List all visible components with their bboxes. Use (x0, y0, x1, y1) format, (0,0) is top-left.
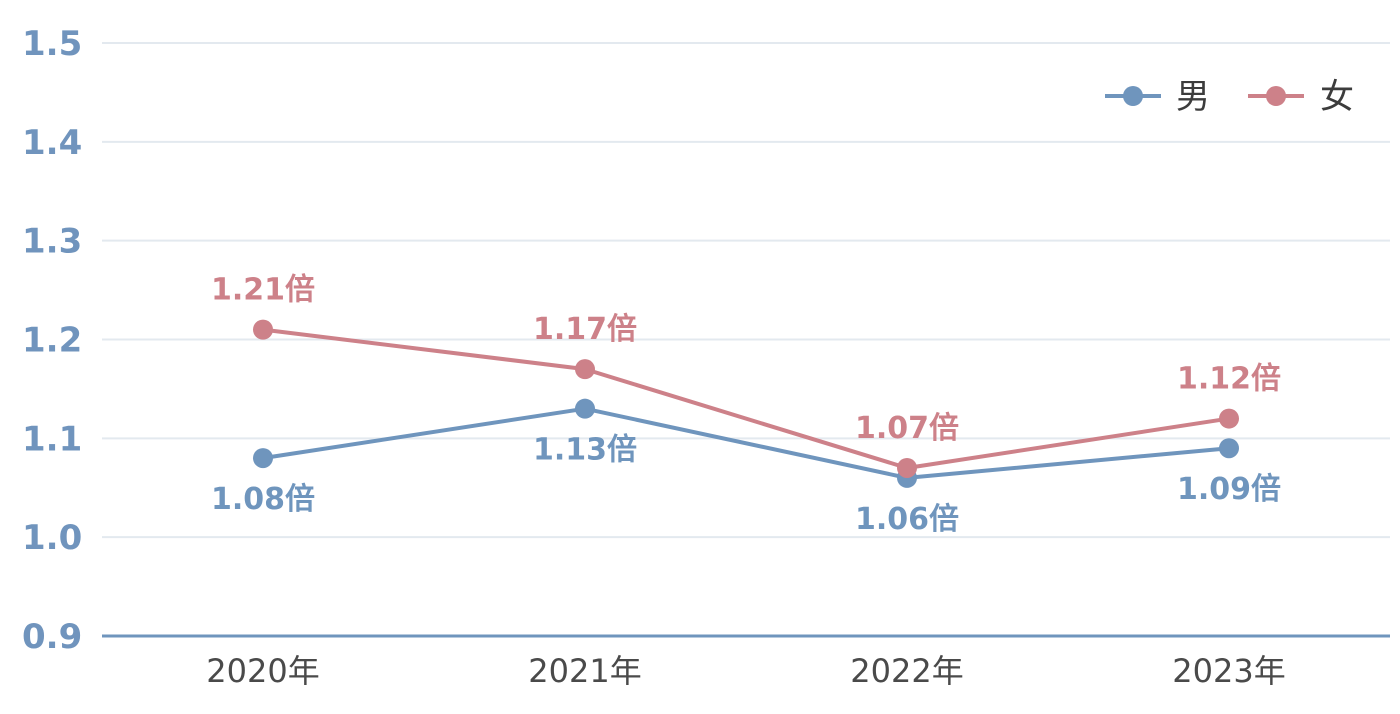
data-label: 1.07倍 (855, 411, 959, 446)
legend-label: 男 (1176, 77, 1210, 117)
x-tick-label: 2021年 (528, 652, 641, 690)
y-tick-label: 1.0 (22, 518, 82, 558)
series-line-female (262, 327, 1230, 470)
data-point (253, 319, 273, 340)
x-tick-label: 2020年 (206, 652, 319, 690)
y-tick-label: 1.4 (22, 123, 82, 163)
grid (102, 42, 1390, 539)
data-labels: 1.08倍 1.21倍 1.13倍 1.17倍 1.06倍 1.07倍 1.09倍 1.12倍 (211, 273, 1281, 537)
data-label: 1.12倍 (1177, 362, 1281, 397)
data-label: 1.13倍 (533, 433, 637, 468)
data-point (575, 359, 595, 380)
data-label: 1.17倍 (533, 312, 637, 347)
y-tick-label: 1.3 (22, 222, 82, 262)
y-tick-label: 0.9 (22, 617, 82, 657)
data-point (897, 457, 917, 478)
series-lines (253, 319, 1239, 488)
data-label: 1.06倍 (855, 502, 959, 537)
x-tick-label: 2022年 (850, 652, 963, 690)
data-label: 1.21倍 (211, 273, 315, 308)
data-label: 1.08倍 (211, 482, 315, 517)
x-tick-label: 2023年 (1172, 652, 1285, 690)
data-point (253, 448, 273, 469)
y-tick-label: 1.5 (22, 24, 82, 64)
y-tick-label: 1.2 (22, 321, 82, 361)
legend-label: 女 (1320, 77, 1354, 117)
data-point (1219, 408, 1239, 429)
series-line-male (262, 406, 1230, 480)
y-tick-label: 1.1 (22, 419, 82, 459)
data-point (1219, 438, 1239, 459)
data-point (575, 398, 595, 419)
legend-marker (1266, 86, 1286, 106)
legend: 男女 (1105, 77, 1354, 117)
data-label: 1.09倍 (1177, 472, 1281, 507)
axes: 0.9 1.0 1.1 1.2 1.3 1.4 1.5 2020年 2021年 2022年 2023… (22, 24, 1390, 690)
legend-marker (1123, 86, 1143, 106)
